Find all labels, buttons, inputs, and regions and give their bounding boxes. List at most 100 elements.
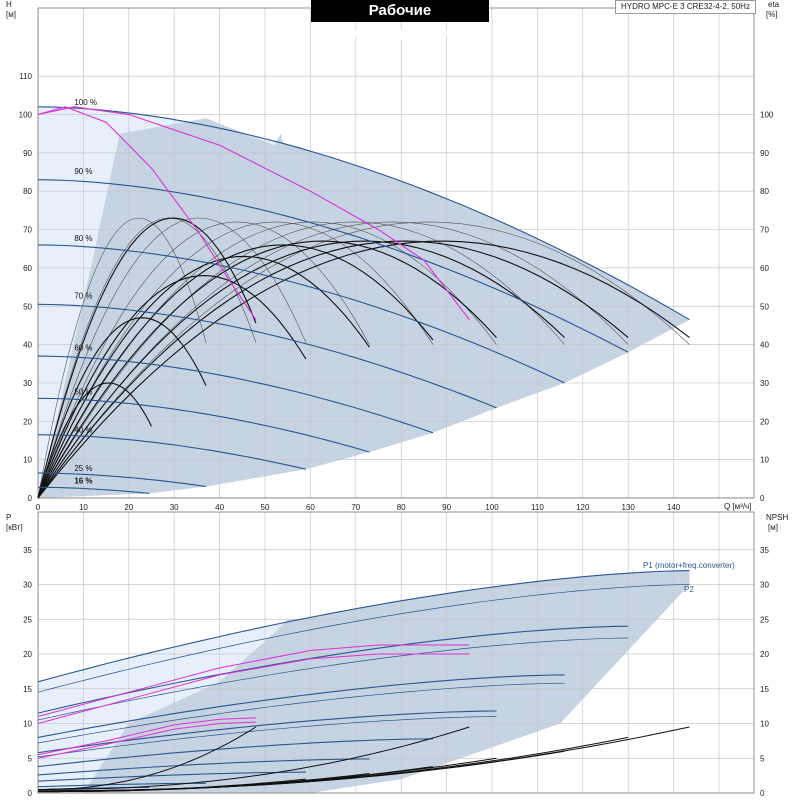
speed-label: 25 %	[74, 464, 92, 473]
power-axis-title: P	[6, 513, 11, 522]
q-xtick-label: 120	[576, 503, 590, 512]
q-xtick-label: 10	[79, 503, 88, 512]
eta-thin-curve	[37, 221, 690, 499]
npsh-ytick-label: 35	[760, 546, 769, 555]
head-speed-curve	[37, 434, 307, 470]
head-speed-curve	[37, 303, 497, 409]
eta-curve	[37, 240, 565, 499]
p1-series-label: P1 (motor+freq.converter)	[643, 561, 735, 570]
power-dark-region	[83, 570, 690, 793]
power-ytick-label: 5	[28, 754, 33, 763]
power-ytick-label: 30	[23, 581, 32, 590]
head-ytick-label: 40	[23, 341, 32, 350]
speed-label: 80 %	[74, 234, 92, 243]
speed-label: 50 %	[74, 387, 92, 396]
p1-power-curve	[37, 758, 370, 776]
power-ytick-label: 15	[23, 685, 32, 694]
head-ytick-label: 110	[19, 72, 32, 81]
eta-axis-unit: [%]	[766, 10, 778, 19]
head-ytick-label: 80	[23, 187, 32, 196]
speed-label: 40 %	[74, 426, 92, 435]
chart-title: Рабочие характеристики	[311, 0, 489, 41]
q-xtick-label: 100	[485, 503, 499, 512]
q-xtick-label: 80	[397, 503, 406, 512]
head-ytick-label: 90	[23, 149, 32, 158]
head-speed-curve	[38, 472, 207, 488]
eta-thin-curve	[37, 217, 307, 499]
npsh-ytick-label: 0	[760, 789, 765, 798]
npsh-curve	[38, 778, 306, 793]
eta-thin-curve	[37, 221, 565, 499]
npsh-axis-title: NPSH	[766, 513, 788, 522]
eta-curve	[37, 217, 257, 499]
eta-thin-curve	[37, 217, 257, 499]
eta-ytick-label: 60	[760, 264, 769, 273]
speed-label: 100 %	[74, 98, 97, 107]
npsh-axis-unit: [м]	[768, 523, 778, 532]
q-xtick-label: 30	[170, 503, 179, 512]
q-xtick-label: 70	[351, 503, 360, 512]
head-ytick-label: 30	[23, 379, 32, 388]
q-xtick-label: 0	[36, 503, 41, 512]
q-xtick-label: 50	[261, 503, 270, 512]
head-speed-curve	[37, 106, 690, 321]
npsh-ytick-label: 10	[760, 720, 769, 729]
p2-power-curve	[37, 584, 690, 693]
q-xtick-label: 40	[215, 503, 224, 512]
npsh-ytick-label: 5	[760, 754, 765, 763]
head-speed-curve	[37, 179, 629, 353]
q-xtick-label: 20	[124, 503, 133, 512]
eta-ytick-label: 30	[760, 379, 769, 388]
power-ytick-label: 10	[23, 720, 32, 729]
head-ytick-label: 60	[23, 264, 32, 273]
power-limit-curve	[37, 653, 470, 724]
eta-thin-curve	[37, 221, 497, 499]
eta-curve	[37, 244, 434, 499]
head-ytick-label: 10	[23, 456, 32, 465]
head-limit-curve	[37, 106, 257, 321]
p1-power-curve	[37, 738, 434, 768]
eta-ytick-label: 90	[760, 149, 769, 158]
power-limit-curve	[37, 721, 256, 759]
q-xtick-label: 130	[622, 503, 636, 512]
eta-curve	[37, 382, 152, 499]
eta-ytick-label: 100	[760, 111, 774, 120]
speed-label: 60 %	[74, 343, 92, 352]
eta-ytick-label: 40	[760, 341, 769, 350]
pump-model-label: HYDRO MPC-E 3 CRE32-4-2, 50Hz	[615, 0, 756, 14]
eta-axis-title: eta	[768, 0, 780, 9]
p1-power-curve	[37, 782, 206, 788]
q-axis-title: Q [м³/ч]	[724, 502, 751, 511]
eta-ytick-label: 10	[760, 456, 769, 465]
power-ytick-label: 20	[23, 650, 32, 659]
head-dark-region	[38, 118, 690, 499]
eta-curve	[37, 255, 370, 499]
head-grid	[37, 7, 755, 499]
npsh-curve	[38, 726, 257, 790]
speed-label: 90 %	[74, 167, 92, 176]
eta-curve	[37, 275, 307, 499]
npsh-curve	[38, 726, 470, 790]
head-axis-title: H	[6, 0, 12, 9]
eta-thin-curve	[37, 217, 207, 499]
power-limit-curve	[37, 644, 470, 717]
head-ytick-label: 0	[28, 494, 33, 503]
head-speed-curve	[38, 486, 150, 494]
power-limit-curve	[37, 717, 256, 756]
head-ytick-label: 20	[23, 417, 32, 426]
head-speed-curve	[37, 355, 434, 434]
npsh-ytick-label: 15	[760, 685, 769, 694]
head-axis-unit: [м]	[6, 10, 16, 19]
power-grid	[37, 511, 755, 794]
power-axis-unit: [кВт]	[6, 523, 23, 532]
npsh-ytick-label: 25	[760, 615, 769, 624]
eta-thin-curve	[37, 221, 370, 499]
power-frame	[37, 511, 755, 794]
p1-power-curve	[37, 625, 629, 714]
p2-power-curve	[37, 682, 565, 744]
power-ytick-label: 25	[23, 615, 32, 624]
head-ytick-label: 100	[19, 111, 33, 120]
eta-ytick-label: 20	[760, 417, 769, 426]
